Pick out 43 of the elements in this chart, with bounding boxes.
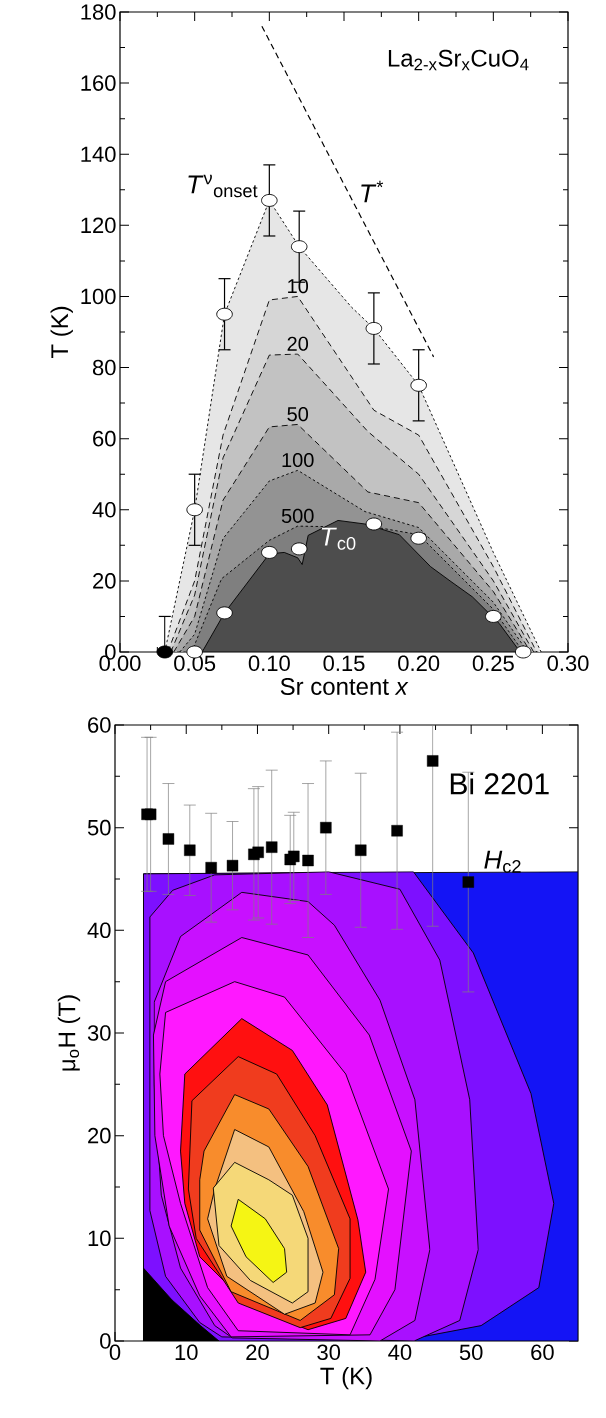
x-tick-label: 60: [531, 1344, 554, 1361]
x-tick-label: 40: [388, 1344, 412, 1361]
y-tick-label: 10: [88, 1230, 111, 1247]
x-axis-title: T (K): [320, 1366, 372, 1390]
x-tick-label: 50: [459, 1344, 483, 1361]
x-tick-label: 0.10: [248, 655, 290, 672]
y-axis-title: μ$_{o}$H (T): [57, 995, 81, 1071]
legend-label: H$_{c2}$: [484, 850, 521, 873]
series-label: 50: [287, 407, 309, 422]
series-label: T$_{c0}$: [321, 527, 356, 550]
y-tick-label: 100: [81, 288, 116, 305]
annotation: Bi 2201: [450, 772, 549, 795]
x-tick-label: 0.25: [472, 655, 514, 672]
series-label: 10: [288, 279, 309, 294]
y-tick-label: 120: [81, 217, 116, 234]
y-tick-label: 30: [87, 1025, 111, 1041]
y-tick-label: 20: [88, 1127, 111, 1144]
x-axis-title: Sr content x: [280, 677, 409, 695]
x-tick-label: 0.05: [174, 655, 216, 672]
y-tick-label: 50: [87, 819, 111, 836]
y-tick-label: 20: [93, 573, 116, 589]
series-label: 20: [287, 336, 309, 351]
series-label: T$^{ν}$onset: [188, 174, 258, 198]
y-tick-label: 80: [92, 359, 116, 376]
x-tick-label: 0.15: [323, 655, 365, 672]
x-tick-label: 30: [317, 1344, 341, 1361]
y-tick-label: 0: [100, 1333, 111, 1349]
y-tick-label: 40: [92, 501, 116, 518]
x-tick-label: 20: [246, 1344, 269, 1361]
y-tick-label: 160: [81, 75, 116, 91]
y-tick-label: 60: [88, 717, 111, 733]
annotation: La$_{2-x}$Sr$_{x}$CuO$_{4}$: [388, 49, 529, 71]
y-axis-title: T (K): [50, 306, 73, 359]
series-label: T$^{*}$: [361, 180, 384, 203]
y-tick-label: 140: [81, 146, 116, 162]
x-tick-label: 0.20: [398, 655, 440, 672]
y-tick-label: 60: [93, 430, 116, 447]
x-tick-label: 10: [175, 1344, 198, 1361]
series-label: 500: [281, 508, 314, 523]
x-tick-label: 0.30: [547, 655, 589, 672]
y-tick-label: 40: [87, 922, 111, 939]
y-tick-label: 180: [81, 4, 116, 20]
series-label: 100: [282, 452, 314, 468]
